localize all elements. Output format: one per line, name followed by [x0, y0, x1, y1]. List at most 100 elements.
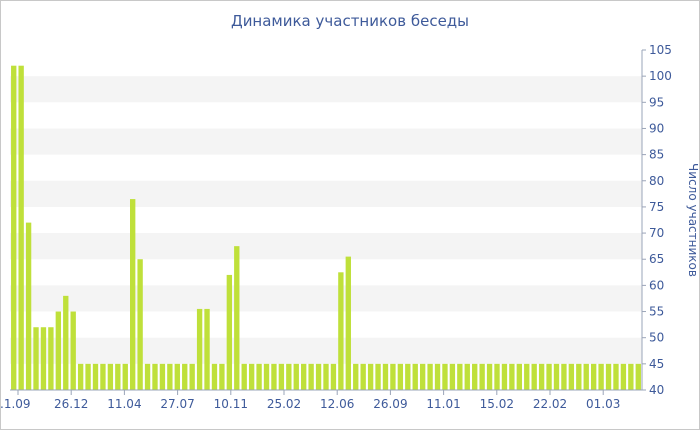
bar[interactable]: [605, 363, 612, 390]
bar[interactable]: [524, 363, 530, 390]
bar[interactable]: [159, 363, 166, 390]
y-tick-label: 95: [649, 95, 664, 109]
bar[interactable]: [286, 363, 292, 390]
bar[interactable]: [382, 363, 389, 390]
bar[interactable]: [18, 65, 24, 390]
bar[interactable]: [345, 256, 351, 390]
bar[interactable]: [196, 308, 203, 390]
bar[interactable]: [152, 363, 158, 390]
x-tick-label: 11.01: [426, 397, 460, 411]
bar[interactable]: [167, 363, 173, 390]
bar[interactable]: [635, 363, 641, 390]
bar[interactable]: [516, 363, 522, 390]
bar[interactable]: [620, 363, 627, 390]
y-tick-label: 85: [649, 148, 664, 162]
bar[interactable]: [115, 363, 121, 390]
bar[interactable]: [613, 363, 619, 390]
bar[interactable]: [449, 363, 456, 390]
bar[interactable]: [293, 363, 299, 390]
bar[interactable]: [561, 363, 567, 390]
bar[interactable]: [442, 363, 448, 390]
bar[interactable]: [122, 363, 128, 390]
bar[interactable]: [494, 363, 500, 390]
bar[interactable]: [48, 327, 54, 390]
bar[interactable]: [77, 363, 84, 390]
bar[interactable]: [375, 363, 381, 390]
bar[interactable]: [40, 327, 47, 390]
bar[interactable]: [219, 363, 225, 390]
bar[interactable]: [204, 308, 210, 390]
bar[interactable]: [546, 363, 552, 390]
bar[interactable]: [360, 363, 366, 390]
bar[interactable]: [590, 363, 597, 390]
bar[interactable]: [412, 363, 418, 390]
bar[interactable]: [301, 363, 307, 390]
bar[interactable]: [353, 363, 359, 390]
y-tick-label: 65: [649, 252, 664, 266]
bar[interactable]: [479, 363, 485, 390]
bar[interactable]: [278, 363, 285, 390]
bar[interactable]: [457, 363, 463, 390]
bar[interactable]: [85, 363, 91, 390]
y-tick-label: 45: [649, 357, 664, 371]
bar[interactable]: [390, 363, 396, 390]
bar[interactable]: [598, 363, 604, 390]
bar[interactable]: [33, 327, 39, 390]
bar[interactable]: [248, 363, 255, 390]
bar[interactable]: [538, 363, 545, 390]
grid-band: [10, 337, 642, 364]
bar[interactable]: [427, 363, 433, 390]
bar[interactable]: [419, 363, 426, 390]
bar[interactable]: [63, 295, 69, 390]
bar[interactable]: [11, 65, 17, 390]
bar[interactable]: [226, 274, 233, 390]
bar[interactable]: [397, 363, 404, 390]
y-tick-label: 70: [649, 226, 664, 240]
bar[interactable]: [130, 199, 136, 390]
bar[interactable]: [182, 363, 188, 390]
x-tick-label: 12.06: [320, 397, 354, 411]
bar[interactable]: [531, 363, 537, 390]
bar[interactable]: [92, 363, 99, 390]
bar[interactable]: [323, 363, 329, 390]
bar[interactable]: [256, 363, 262, 390]
grid-band: [10, 76, 642, 103]
bar[interactable]: [137, 259, 143, 390]
bar[interactable]: [234, 246, 240, 390]
y-tick-label: 50: [649, 331, 664, 345]
bar[interactable]: [330, 363, 337, 390]
bar[interactable]: [271, 363, 277, 390]
bar[interactable]: [55, 311, 62, 390]
bar[interactable]: [100, 363, 106, 390]
bar[interactable]: [263, 363, 270, 390]
bar[interactable]: [211, 363, 218, 390]
y-tick-label: 60: [649, 278, 664, 292]
grid-band: [10, 233, 642, 260]
x-tick-label: 15.02: [480, 397, 514, 411]
bar[interactable]: [308, 363, 314, 390]
bar[interactable]: [189, 363, 195, 390]
bar[interactable]: [472, 363, 478, 390]
bar[interactable]: [367, 363, 374, 390]
bar[interactable]: [405, 363, 411, 390]
bar[interactable]: [509, 363, 515, 390]
bar[interactable]: [174, 363, 180, 390]
bar[interactable]: [107, 363, 114, 390]
bar[interactable]: [583, 363, 589, 390]
bar[interactable]: [144, 363, 151, 390]
bar[interactable]: [576, 363, 582, 390]
bar[interactable]: [568, 363, 575, 390]
bar[interactable]: [434, 363, 441, 390]
bar[interactable]: [501, 363, 508, 390]
bar[interactable]: [338, 272, 344, 390]
bar[interactable]: [553, 363, 560, 390]
bar[interactable]: [486, 363, 493, 390]
bar[interactable]: [315, 363, 322, 390]
bar[interactable]: [70, 311, 76, 390]
bar[interactable]: [25, 222, 32, 390]
bar[interactable]: [628, 363, 634, 390]
bar[interactable]: [464, 363, 470, 390]
bar[interactable]: [241, 363, 247, 390]
grid-band: [10, 180, 642, 207]
